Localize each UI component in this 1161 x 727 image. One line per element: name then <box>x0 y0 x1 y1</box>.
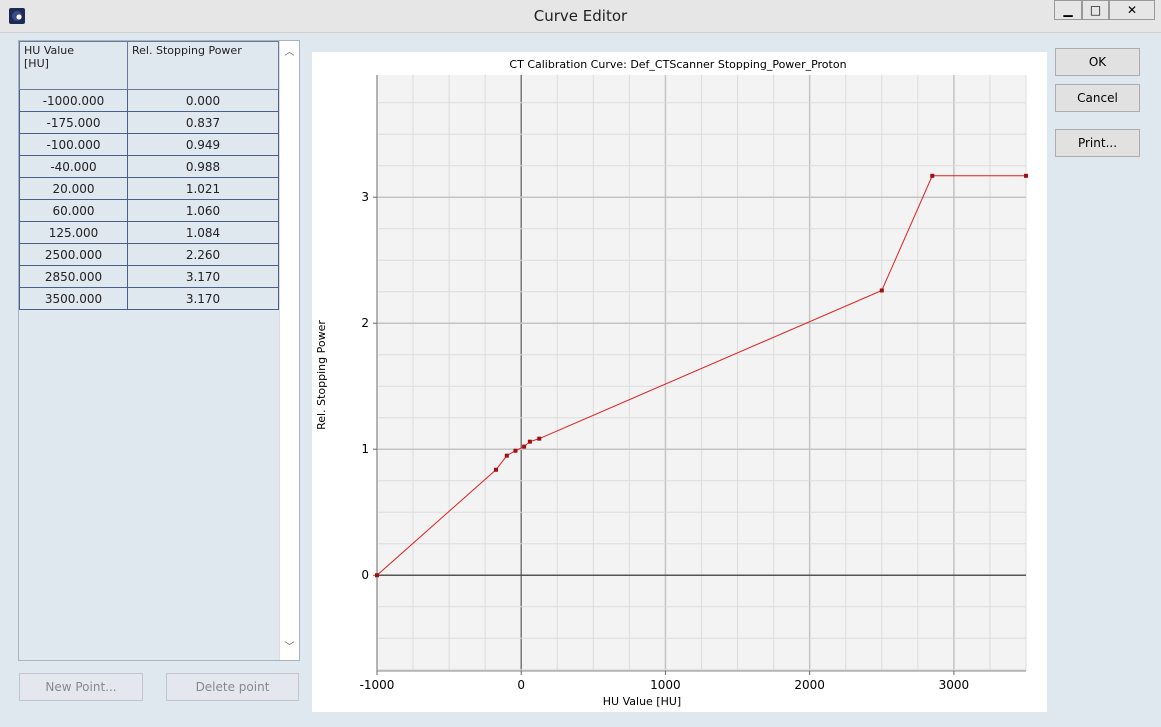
table-row[interactable]: -100.000 0.949 <box>19 133 279 156</box>
table-row[interactable]: 2850.000 3.170 <box>19 265 279 288</box>
window-title: Curve Editor <box>533 7 628 25</box>
data-point[interactable] <box>522 444 527 449</box>
hu-value-cell[interactable]: -100.000 <box>19 133 128 156</box>
calibration-table: HU Value [HU] Rel. Stopping Power -1000.0… <box>19 41 279 310</box>
title-bar: Curve Editor ▁ □ ✕ <box>0 0 1161 33</box>
data-point[interactable] <box>504 453 509 458</box>
hu-value-cell[interactable]: 125.000 <box>19 221 128 244</box>
table-row[interactable]: 20.000 1.021 <box>19 177 279 200</box>
stopping-power-cell[interactable]: 2.260 <box>127 243 279 266</box>
stopping-power-cell[interactable]: 1.021 <box>127 177 279 200</box>
x-tick-label: 1000 <box>650 678 681 692</box>
table-row[interactable]: 125.000 1.084 <box>19 221 279 244</box>
x-axis-label: HU Value [HU] <box>603 695 681 708</box>
chart-panel: CT Calibration Curve: Def_CTScanner Stop… <box>312 52 1047 712</box>
stopping-power-cell[interactable]: 3.170 <box>127 265 279 288</box>
hu-value-cell[interactable]: -1000.000 <box>19 89 128 112</box>
y-axis-label: Rel. Stopping Power <box>315 320 328 430</box>
data-point[interactable] <box>879 288 884 293</box>
column-header-stopping-power[interactable]: Rel. Stopping Power <box>127 41 279 90</box>
table-row[interactable]: 60.000 1.060 <box>19 199 279 222</box>
hu-value-cell[interactable]: 3500.000 <box>19 287 128 310</box>
delete-point-button[interactable]: Delete point <box>166 673 299 701</box>
stopping-power-cell[interactable]: 0.988 <box>127 155 279 178</box>
calibration-curve <box>376 175 1026 576</box>
hu-value-cell[interactable]: 60.000 <box>19 199 128 222</box>
data-point[interactable] <box>375 573 379 578</box>
stopping-power-cell[interactable]: 1.084 <box>127 221 279 244</box>
table-container <box>18 40 300 661</box>
y-tick-label: 1 <box>361 442 369 456</box>
hu-value-cell[interactable]: -40.000 <box>19 155 128 178</box>
table-row[interactable]: -175.000 0.837 <box>19 111 279 134</box>
cancel-button[interactable]: Cancel <box>1055 84 1140 112</box>
y-tick-label: 2 <box>361 316 369 330</box>
new-point-button[interactable]: New Point... <box>19 673 143 701</box>
table-row[interactable]: 3500.000 3.170 <box>19 287 279 310</box>
data-point[interactable] <box>1024 173 1028 178</box>
hu-value-cell[interactable]: 2500.000 <box>19 243 128 266</box>
data-point[interactable] <box>527 439 532 444</box>
header-label: HU Value <box>24 44 75 57</box>
print-button[interactable]: Print... <box>1055 129 1140 157</box>
hu-value-cell[interactable]: -175.000 <box>19 111 128 134</box>
x-tick-label: 3000 <box>939 678 970 692</box>
table-scrollbar[interactable]: ︿ ﹀ <box>279 41 299 660</box>
table-row[interactable]: -40.000 0.988 <box>19 155 279 178</box>
column-header-hu[interactable]: HU Value [HU] <box>19 41 128 90</box>
stopping-power-cell[interactable]: 0.837 <box>127 111 279 134</box>
stopping-power-cell[interactable]: 3.170 <box>127 287 279 310</box>
x-tick-label: 0 <box>517 678 525 692</box>
x-tick-label: -1000 <box>360 678 395 692</box>
data-point[interactable] <box>537 436 542 441</box>
data-point[interactable] <box>930 173 935 178</box>
scroll-down-icon[interactable]: ﹀ <box>284 642 295 653</box>
stopping-power-cell[interactable]: 0.949 <box>127 133 279 156</box>
hu-value-cell[interactable]: 20.000 <box>19 177 128 200</box>
maximize-button[interactable]: □ <box>1082 0 1109 20</box>
hu-value-cell[interactable]: 2850.000 <box>19 265 128 288</box>
stopping-power-cell[interactable]: 1.060 <box>127 199 279 222</box>
data-point[interactable] <box>493 467 498 472</box>
chart-title: CT Calibration Curve: Def_CTScanner Stop… <box>509 58 846 71</box>
close-button[interactable]: ✕ <box>1109 0 1155 20</box>
minimize-button[interactable]: ▁ <box>1054 0 1082 20</box>
header-unit: [HU] <box>24 57 49 70</box>
x-tick-label: 2000 <box>794 678 825 692</box>
stopping-power-cell[interactable]: 0.000 <box>127 89 279 112</box>
calibration-chart[interactable]: CT Calibration Curve: Def_CTScanner Stop… <box>312 52 1047 712</box>
app-icon <box>9 8 25 24</box>
ok-button[interactable]: OK <box>1055 48 1140 76</box>
y-tick-label: 3 <box>361 190 369 204</box>
data-point[interactable] <box>513 448 518 453</box>
y-tick-label: 0 <box>361 568 369 582</box>
table-row[interactable]: -1000.000 0.000 <box>19 89 279 112</box>
table-row[interactable]: 2500.000 2.260 <box>19 243 279 266</box>
scroll-up-icon[interactable]: ︿ <box>284 47 295 58</box>
